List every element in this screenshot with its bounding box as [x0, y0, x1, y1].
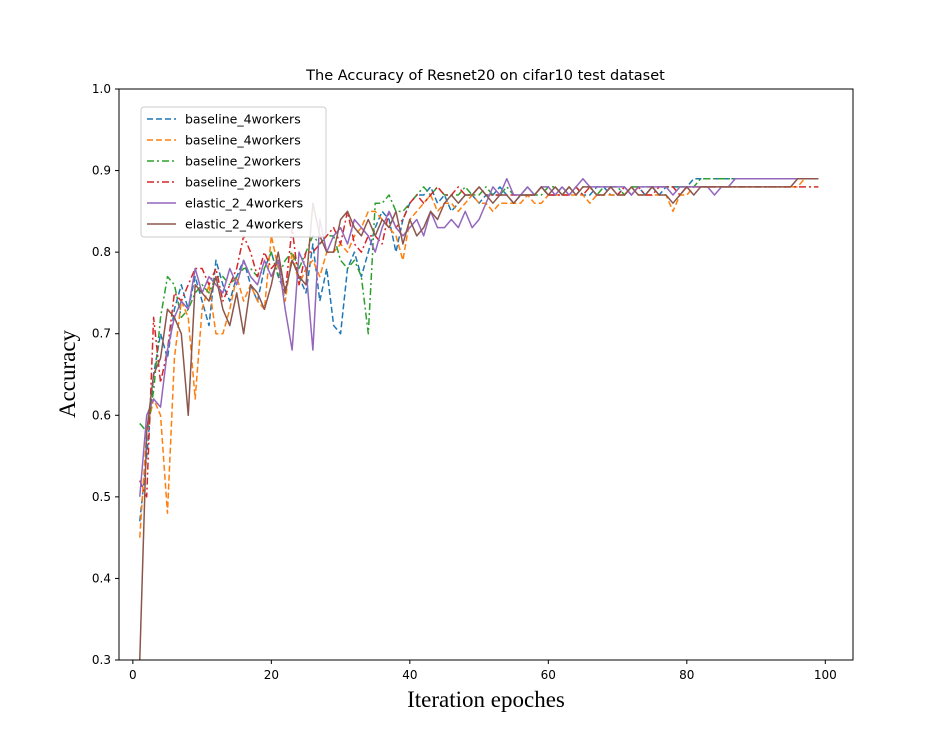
y-tick-label: 0.6: [92, 408, 111, 422]
x-axis-label: Iteration epoches: [407, 687, 565, 712]
legend-label: baseline_2workers: [185, 175, 301, 190]
legend-label: baseline_4workers: [185, 112, 301, 127]
x-tick-label: 60: [541, 668, 556, 682]
y-tick-label: 0.7: [92, 327, 111, 341]
y-tick-label: 0.4: [92, 571, 111, 585]
x-tick-label: 0: [129, 668, 137, 682]
series-lines: [139, 177, 819, 661]
y-tick-label: 0.9: [92, 164, 111, 178]
y-tick-label: 1.0: [92, 82, 111, 96]
y-axis: 0.3 0.4 0.5 0.6 0.7 0.8 0.9 1.0: [92, 82, 119, 667]
plot-frame: [118, 88, 854, 661]
series-line-baseline_2workers-3: [139, 177, 819, 433]
series-line-elastic_2_4workers-6: [139, 177, 819, 661]
x-tick-label: 40: [402, 668, 417, 682]
legend-label: elastic_2_4workers: [185, 217, 303, 232]
y-tick-label: 0.8: [92, 245, 111, 259]
legend-label: baseline_4workers: [185, 133, 301, 148]
x-tick-label: 80: [679, 668, 694, 682]
x-tick-label: 20: [264, 668, 279, 682]
legend: baseline_4workers baseline_4workersbaseli…: [140, 106, 327, 238]
legend-box: [140, 106, 327, 238]
chart-title: The Accuracy of Resnet20 on cifar10 test…: [305, 68, 665, 84]
x-tick-label: 100: [814, 668, 837, 682]
legend-label: baseline_2workers: [185, 154, 301, 169]
y-tick-label: 0.5: [92, 490, 111, 504]
y-tick-label: 0.3: [92, 653, 111, 667]
y-axis-label: Accuracy: [55, 329, 80, 418]
x-axis: 0 20 40 60 80 100: [129, 660, 837, 682]
legend-label: elastic_2_4workers: [185, 196, 303, 211]
